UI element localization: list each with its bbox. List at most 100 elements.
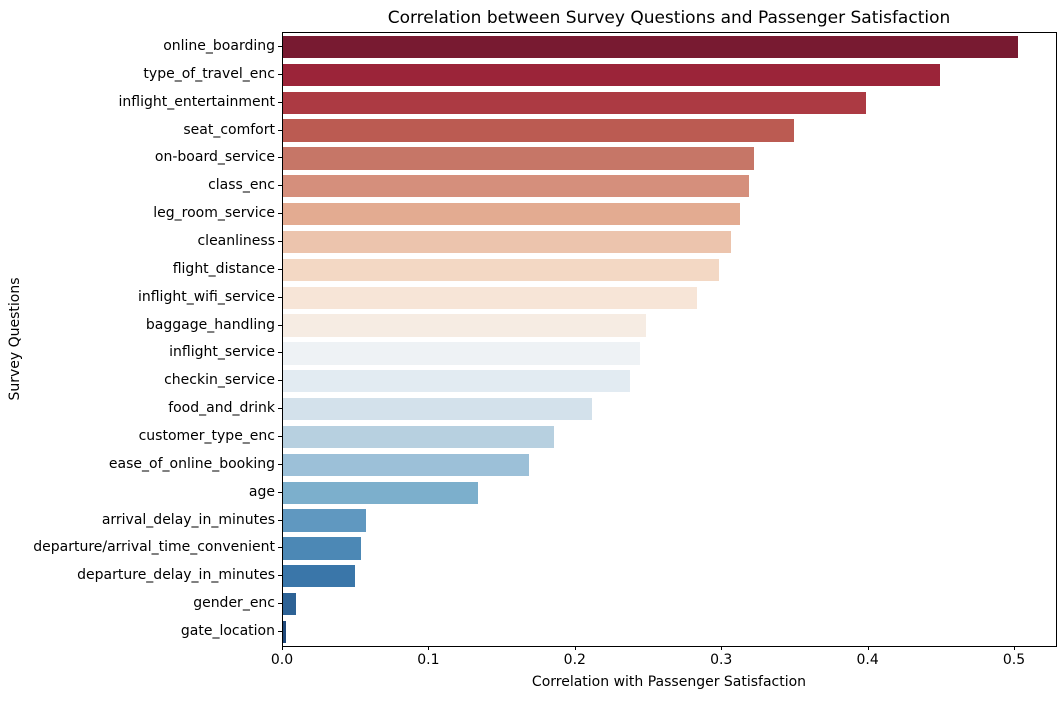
plot-area	[282, 32, 1057, 647]
ytick-label-departure/arrival_time_convenient: departure/arrival_time_convenient	[33, 539, 275, 556]
bar-row	[283, 117, 1056, 145]
xtick-label-0.4: 0.4	[856, 652, 879, 668]
ytick-label-gender_enc: gender_enc	[193, 595, 275, 612]
ytick-mark	[278, 297, 282, 298]
bar-inflight_service	[283, 342, 641, 365]
ytick-mark	[278, 157, 282, 158]
bar-food_and_drink	[283, 397, 592, 421]
chart-title: Correlation between Survey Questions and…	[387, 8, 951, 28]
xtick-label-0.1: 0.1	[417, 652, 440, 668]
ytick-mark	[278, 408, 282, 409]
ytick-mark	[278, 325, 282, 326]
bar-row	[283, 61, 1056, 89]
ytick-label-checkin_service: checkin_service	[164, 372, 275, 389]
bar-row	[283, 228, 1056, 256]
ytick-mark	[278, 130, 282, 131]
ytick-label-on-board_service: on-board_service	[154, 149, 275, 166]
x-axis-label: Correlation with Passenger Satisfaction	[531, 674, 807, 690]
bar-row	[283, 423, 1056, 451]
bar-ease_of_online_booking	[283, 453, 529, 476]
ytick-mark	[278, 352, 282, 353]
ytick-label-class_enc: class_enc	[208, 177, 275, 194]
ytick-label-arrival_delay_in_minutes: arrival_delay_in_minutes	[101, 511, 275, 528]
ytick-mark	[278, 547, 282, 548]
bar-row	[283, 256, 1056, 284]
ytick-label-seat_comfort: seat_comfort	[183, 121, 275, 138]
ytick-mark	[278, 185, 282, 186]
ytick-label-inflight_entertainment: inflight_entertainment	[118, 93, 275, 110]
bar-departure/arrival_time_convenient	[283, 537, 361, 560]
bar-cleanliness	[283, 230, 731, 254]
bar-gate_location	[283, 620, 286, 644]
ytick-mark	[278, 102, 282, 103]
ytick-mark	[278, 575, 282, 576]
ytick-label-flight_distance: flight_distance	[172, 260, 275, 277]
ytick-label-online_boarding: online_boarding	[163, 37, 275, 54]
bar-row	[283, 534, 1056, 562]
ytick-mark	[278, 631, 282, 632]
bar-checkin_service	[283, 370, 630, 393]
xtick-label-0.5: 0.5	[1002, 652, 1026, 668]
bar-inflight_entertainment	[283, 91, 866, 114]
ytick-label-food_and_drink: food_and_drink	[168, 400, 275, 417]
y-axis-label: Survey Questions	[7, 277, 23, 401]
bar-row	[283, 590, 1056, 618]
bar-inflight_wifi_service	[283, 286, 698, 309]
xtick-mark	[721, 646, 723, 650]
bar-row	[283, 89, 1056, 117]
ytick-mark	[278, 269, 282, 270]
ytick-mark	[278, 213, 282, 214]
xtick-label-0.0: 0.0	[270, 652, 294, 668]
ytick-mark	[278, 464, 282, 465]
bar-row	[283, 507, 1056, 535]
bars-container	[283, 33, 1056, 646]
ytick-mark	[278, 603, 282, 604]
xtick-label-0.2: 0.2	[563, 652, 586, 668]
ytick-label-inflight_service: inflight_service	[169, 344, 275, 361]
bar-row	[283, 339, 1056, 367]
ytick-mark	[278, 520, 282, 521]
xtick-mark	[1014, 646, 1015, 650]
bar-seat_comfort	[283, 119, 794, 142]
ytick-label-cleanliness: cleanliness	[197, 232, 275, 249]
xtick-label-0.3: 0.3	[710, 652, 733, 668]
bar-row	[283, 144, 1056, 172]
bar-age	[283, 481, 478, 504]
bar-row	[283, 200, 1056, 228]
bar-departure_delay_in_minutes	[283, 565, 355, 588]
ytick-label-departure_delay_in_minutes: departure_delay_in_minutes	[77, 567, 275, 584]
bar-row	[283, 451, 1056, 479]
ytick-label-ease_of_online_booking: ease_of_online_booking	[108, 455, 275, 472]
bar-row	[283, 618, 1056, 646]
ytick-label-leg_room_service: leg_room_service	[153, 205, 275, 222]
ytick-label-type_of_travel_enc: type_of_travel_enc	[143, 65, 275, 82]
bar-row	[283, 562, 1056, 590]
bar-baggage_handling	[283, 314, 647, 337]
bar-row	[283, 367, 1056, 395]
bar-arrival_delay_in_minutes	[283, 509, 367, 532]
ytick-mark	[278, 436, 282, 437]
ytick-mark	[278, 380, 282, 381]
ytick-mark	[278, 46, 282, 47]
bar-row	[283, 312, 1056, 340]
bar-row	[283, 172, 1056, 200]
bar-row	[283, 479, 1056, 507]
ytick-mark	[278, 74, 282, 75]
bar-flight_distance	[283, 258, 720, 281]
ytick-label-age: age	[248, 483, 275, 500]
bar-type_of_travel_enc	[283, 63, 941, 86]
bar-customer_type_enc	[283, 425, 554, 449]
bar-row	[283, 33, 1056, 61]
xtick-mark	[282, 646, 283, 650]
ytick-label-baggage_handling: baggage_handling	[145, 316, 275, 333]
ytick-mark	[278, 492, 282, 493]
bar-row	[283, 395, 1056, 423]
ytick-label-customer_type_enc: customer_type_enc	[138, 428, 275, 445]
xtick-mark	[574, 646, 576, 650]
bar-on-board_service	[283, 147, 755, 170]
bar-row	[283, 284, 1056, 312]
xtick-mark	[867, 646, 869, 650]
bar-class_enc	[283, 175, 749, 198]
bar-online_boarding	[283, 35, 1018, 59]
